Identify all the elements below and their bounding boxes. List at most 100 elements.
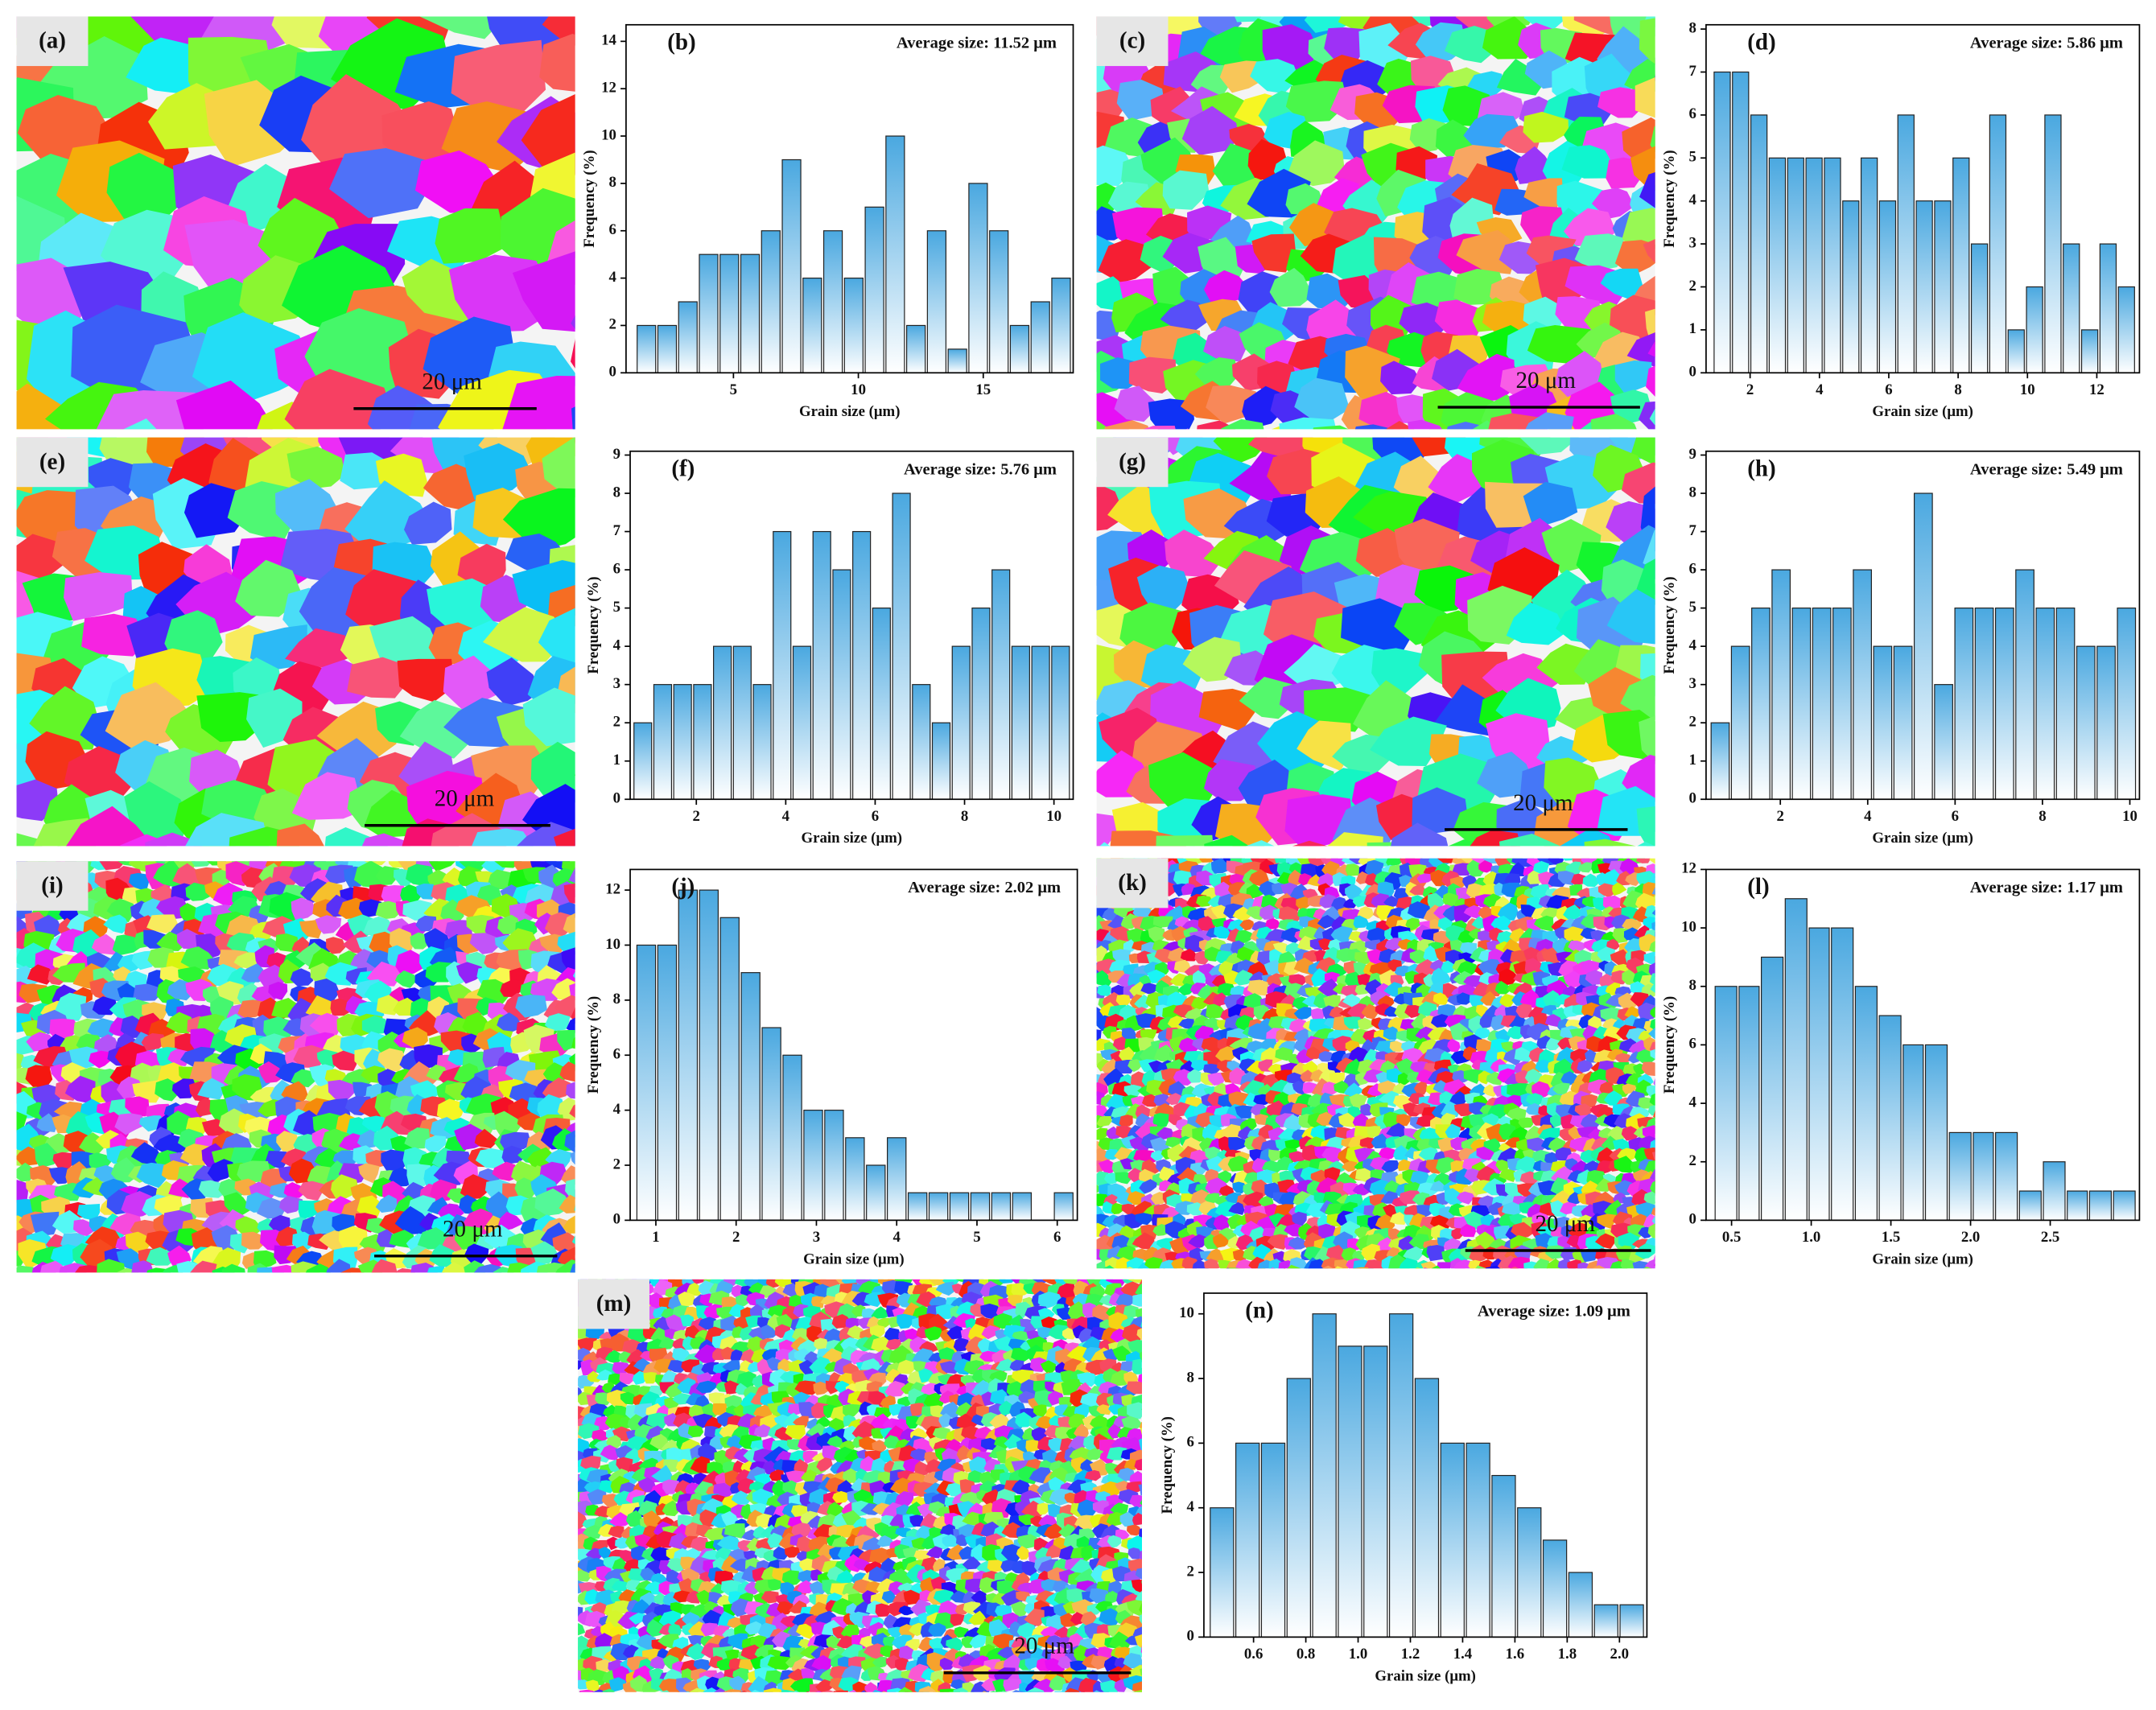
grain: [1409, 884, 1427, 896]
grain: [1408, 419, 1442, 430]
grain: [1502, 1201, 1523, 1218]
grain: [1427, 892, 1445, 909]
grain: [1132, 1232, 1155, 1250]
grain: [1212, 1233, 1231, 1248]
grain: [816, 1457, 833, 1472]
grain: [1106, 1126, 1123, 1140]
grain: [956, 1413, 979, 1430]
grain: [314, 1148, 340, 1168]
grain: [1110, 1502, 1129, 1516]
grain: [1649, 973, 1655, 986]
grain: [1119, 1115, 1133, 1127]
grain: [1156, 1238, 1173, 1251]
grain: [1641, 1061, 1655, 1077]
grain: [1334, 1259, 1350, 1269]
grain: [574, 1205, 575, 1211]
grain: [456, 962, 483, 984]
grain: [1359, 1137, 1377, 1150]
grain: [1086, 1448, 1103, 1461]
grain: [258, 1061, 286, 1083]
grain: [124, 970, 147, 990]
grain: [1578, 862, 1593, 873]
grain: [1114, 385, 1160, 422]
grain: [1561, 145, 1614, 179]
grain: [1235, 1105, 1254, 1119]
grain: [1460, 1223, 1477, 1238]
grain: [694, 1344, 719, 1364]
grain: [1243, 1191, 1264, 1208]
grain: [284, 369, 394, 430]
grain: [1134, 994, 1152, 1009]
grain: [1246, 840, 1275, 847]
grain: [1097, 984, 1111, 997]
grain: [1292, 840, 1328, 847]
grain: [1096, 1404, 1111, 1415]
grain: [939, 1361, 961, 1374]
grain: [1345, 863, 1362, 876]
grain: [1624, 937, 1644, 954]
grain: [172, 863, 204, 888]
grain: [1111, 1202, 1124, 1215]
grain: [1415, 1267, 1421, 1269]
grain: [1478, 930, 1493, 942]
grain: [1618, 992, 1640, 1010]
grain: [361, 833, 410, 847]
grain: [16, 1265, 34, 1273]
grain: [1115, 994, 1131, 1006]
grain: [1141, 1094, 1160, 1107]
grain: [1592, 1265, 1606, 1269]
grain: [1345, 884, 1366, 900]
grain: [801, 1469, 817, 1483]
grain: [1156, 834, 1214, 847]
grain: [571, 315, 575, 329]
grain: [1250, 1103, 1268, 1116]
grain: [146, 914, 179, 933]
grain: [1515, 1156, 1537, 1173]
grain: [1614, 360, 1652, 394]
grain: [498, 1211, 524, 1232]
grain: [1146, 1281, 1167, 1299]
grain: [130, 1142, 162, 1165]
grain: [1527, 870, 1544, 884]
grain: [1514, 1245, 1532, 1259]
grain: [1162, 170, 1210, 210]
grain: [1472, 982, 1491, 998]
grain: [1523, 481, 1578, 529]
grain: [1141, 1408, 1142, 1411]
grain: [1639, 715, 1655, 764]
grain: [564, 1130, 575, 1153]
grain: [1330, 925, 1353, 944]
grain: [381, 884, 406, 904]
grain: [1379, 1147, 1397, 1160]
grain: [1121, 1028, 1137, 1042]
grain: [1127, 1339, 1142, 1354]
grain: [1239, 919, 1255, 931]
grain: [1321, 860, 1341, 878]
grain: [962, 1511, 983, 1527]
grain: [1649, 1093, 1655, 1106]
grain: [1287, 1264, 1301, 1269]
grain: [429, 861, 456, 872]
grain: [1214, 925, 1231, 939]
grain: [1523, 178, 1564, 212]
grain: [1431, 1265, 1441, 1269]
grain: [1485, 1265, 1500, 1269]
grain: [1639, 172, 1655, 208]
grain: [1560, 1071, 1581, 1087]
grain: [1506, 602, 1567, 645]
grain: [1329, 1006, 1344, 1018]
grain: [1391, 822, 1449, 847]
grain: [1463, 974, 1483, 988]
grain: [340, 1267, 365, 1273]
grain: [464, 443, 533, 501]
grain: [574, 437, 575, 443]
grain: [1265, 917, 1282, 929]
grain: [1584, 53, 1640, 100]
grain: [1580, 1248, 1598, 1263]
grain: [1568, 1126, 1585, 1139]
grain: [723, 1523, 745, 1539]
grain: [1370, 716, 1447, 767]
grain: [678, 1291, 696, 1308]
grain: [474, 1128, 499, 1148]
grain: [1426, 1244, 1445, 1262]
